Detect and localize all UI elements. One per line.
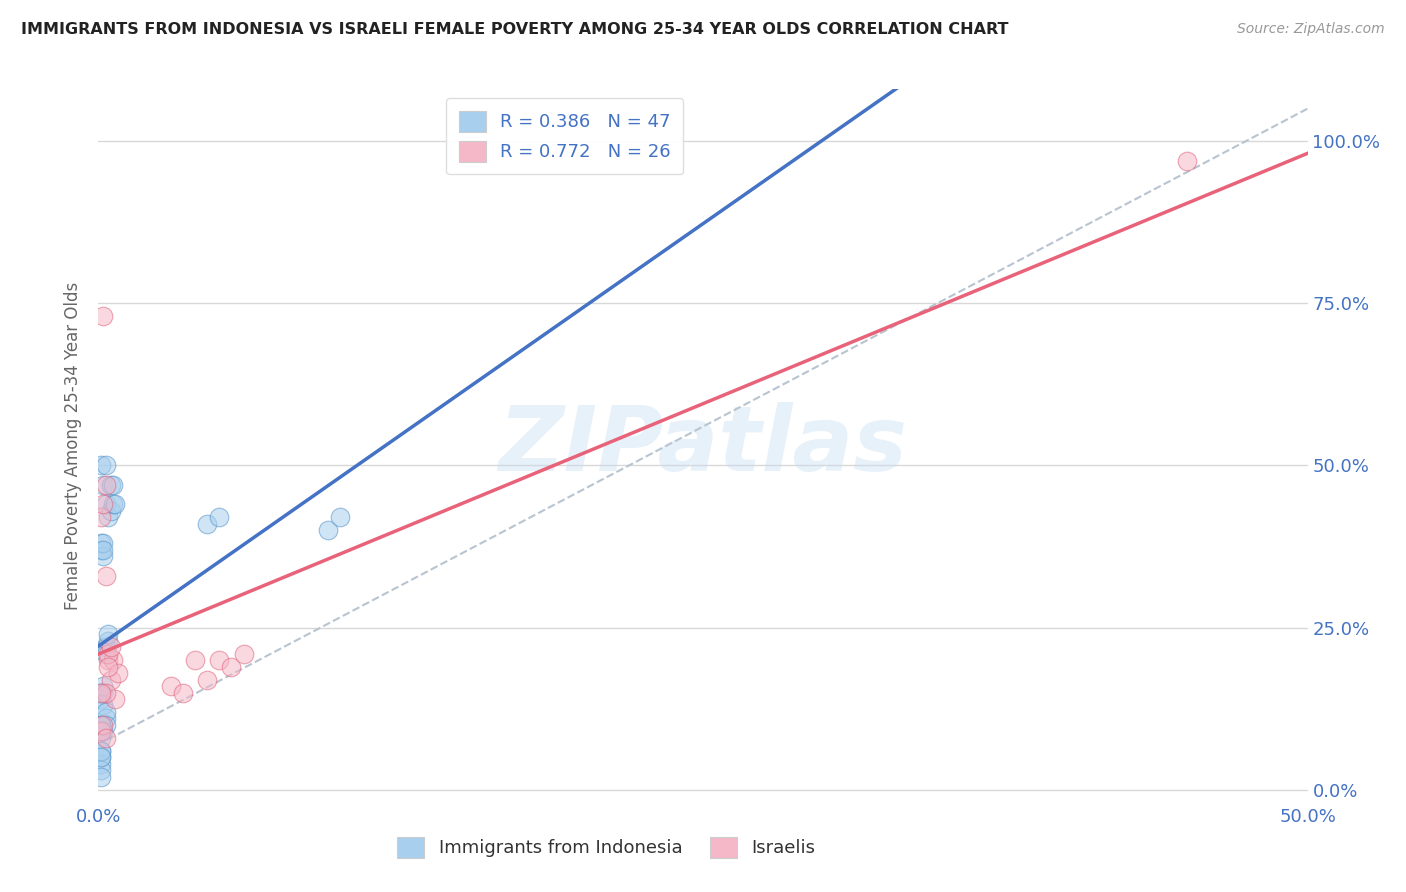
Point — [97, 659, 120, 673]
Point — [232, 647, 254, 661]
Point — [90, 744, 112, 758]
Point — [90, 692, 112, 706]
Text: Source: ZipAtlas.com: Source: ZipAtlas.com — [1237, 22, 1385, 37]
Point — [101, 653, 124, 667]
Point — [91, 310, 114, 324]
Point — [91, 724, 114, 739]
Point — [90, 685, 112, 699]
Point — [104, 497, 127, 511]
Point — [91, 536, 114, 550]
Point — [94, 685, 117, 699]
Point — [94, 458, 117, 473]
Point — [90, 685, 112, 699]
Point — [97, 653, 120, 667]
Point — [91, 497, 114, 511]
Point — [90, 458, 112, 473]
Point — [91, 718, 114, 732]
Text: IMMIGRANTS FROM INDONESIA VS ISRAELI FEMALE POVERTY AMONG 25-34 YEAR OLDS CORREL: IMMIGRANTS FROM INDONESIA VS ISRAELI FEM… — [21, 22, 1008, 37]
Point — [100, 640, 122, 654]
Point — [91, 478, 114, 492]
Point — [221, 659, 243, 673]
Point — [90, 724, 112, 739]
Point — [94, 478, 117, 492]
Point — [90, 718, 112, 732]
Point — [208, 510, 231, 524]
Point — [97, 510, 120, 524]
Point — [208, 653, 231, 667]
Point — [91, 679, 114, 693]
Point — [195, 673, 218, 687]
Point — [100, 478, 122, 492]
Point — [90, 685, 112, 699]
Point — [97, 647, 120, 661]
Point — [90, 724, 112, 739]
Point — [101, 478, 124, 492]
Point — [90, 724, 112, 739]
Point — [101, 497, 124, 511]
Point — [172, 685, 194, 699]
Point — [94, 705, 117, 719]
Point — [104, 692, 127, 706]
Point — [97, 627, 120, 641]
Point — [107, 666, 129, 681]
Point — [316, 524, 339, 538]
Point — [94, 640, 117, 654]
Point — [91, 698, 114, 713]
Point — [94, 497, 117, 511]
Point — [90, 731, 112, 745]
Point — [195, 516, 218, 531]
Point — [90, 718, 112, 732]
Point — [329, 510, 352, 524]
Point — [90, 510, 112, 524]
Point — [91, 542, 114, 557]
Point — [160, 679, 183, 693]
Point — [90, 750, 112, 764]
Point — [90, 750, 112, 764]
Point — [100, 504, 122, 518]
Point — [90, 542, 112, 557]
Point — [90, 536, 112, 550]
Point — [91, 549, 114, 564]
Point — [97, 633, 120, 648]
Point — [90, 744, 112, 758]
Point — [91, 685, 114, 699]
Point — [94, 718, 117, 732]
Point — [90, 685, 112, 699]
Legend: Immigrants from Indonesia, Israelis: Immigrants from Indonesia, Israelis — [389, 830, 823, 865]
Point — [90, 764, 112, 778]
Point — [1175, 153, 1198, 168]
Point — [94, 711, 117, 725]
Point — [94, 647, 117, 661]
Point — [100, 673, 122, 687]
Point — [94, 640, 117, 654]
Y-axis label: Female Poverty Among 25-34 Year Olds: Female Poverty Among 25-34 Year Olds — [65, 282, 83, 610]
Point — [94, 731, 117, 745]
Point — [184, 653, 207, 667]
Point — [94, 568, 117, 582]
Point — [90, 770, 112, 784]
Point — [90, 756, 112, 771]
Text: ZIPatlas: ZIPatlas — [499, 402, 907, 490]
